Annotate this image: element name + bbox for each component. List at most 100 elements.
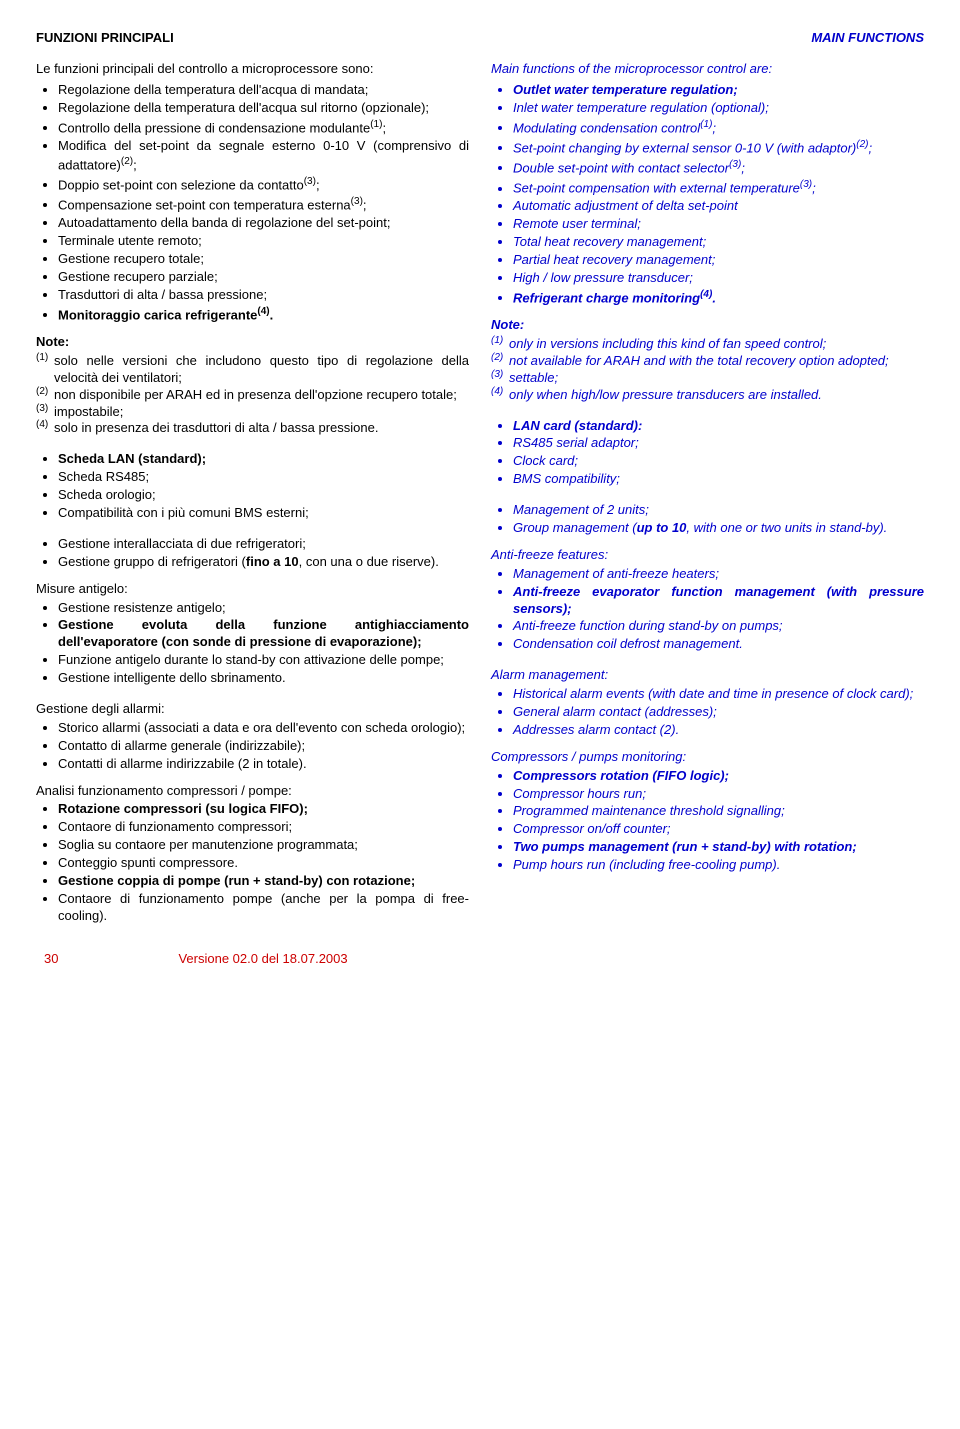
- list-item: Compressor on/off counter;: [513, 821, 924, 838]
- list-item: Outlet water temperature regulation;: [513, 82, 924, 99]
- list-item: Clock card;: [513, 453, 924, 470]
- list-item: Remote user terminal;: [513, 216, 924, 233]
- list-item: Gestione recupero totale;: [58, 251, 469, 268]
- intro-text: Main functions of the microprocessor con…: [491, 61, 924, 78]
- list-item: Addresses alarm contact (2).: [513, 722, 924, 739]
- list-item: Gestione interallacciata di due refriger…: [58, 536, 469, 553]
- list-item: Set-point compensation with external tem…: [513, 178, 924, 197]
- list-item: Contatto di allarme generale (indirizzab…: [58, 738, 469, 755]
- note-line: (3)settable;: [491, 370, 924, 387]
- list-item: Modulating condensation control(1);: [513, 118, 924, 137]
- section-title-left: FUNZIONI PRINCIPALI: [36, 30, 174, 47]
- list-item: Inlet water temperature regulation (opti…: [513, 100, 924, 117]
- list-item: Compatibilità con i più comuni BMS ester…: [58, 505, 469, 522]
- bullet-list-1: Outlet water temperature regulation;Inle…: [491, 82, 924, 307]
- notes-block: (1)only in versions including this kind …: [491, 336, 924, 404]
- list-item: Compensazione set-point con temperatura …: [58, 195, 469, 214]
- list-item: Autoadattamento della banda di regolazio…: [58, 215, 469, 232]
- compressor-heading: Analisi funzionamento compressori / pomp…: [36, 783, 469, 800]
- list-item: Partial heat recovery management;: [513, 252, 924, 269]
- list-item: Condensation coil defrost management.: [513, 636, 924, 653]
- antifreeze-heading: Anti-freeze features:: [491, 547, 924, 564]
- list-item: Gestione intelligente dello sbrinamento.: [58, 670, 469, 687]
- bullet-list-2: LAN card (standard):RS485 serial adaptor…: [491, 418, 924, 489]
- list-item: Management of 2 units;: [513, 502, 924, 519]
- bullet-list-3: Management of 2 units;Group management (…: [491, 502, 924, 537]
- list-item: Total heat recovery management;: [513, 234, 924, 251]
- bullet-list-4: Management of anti-freeze heaters;Anti-f…: [491, 566, 924, 653]
- list-item: Funzione antigelo durante lo stand-by co…: [58, 652, 469, 669]
- bullet-list-1: Regolazione della temperatura dell'acqua…: [36, 82, 469, 324]
- list-item: Gestione evoluta della funzione antighia…: [58, 617, 469, 651]
- list-item: Compressors rotation (FIFO logic);: [513, 768, 924, 785]
- list-item: Contatti di allarme indirizzabile (2 in …: [58, 756, 469, 773]
- list-item: LAN card (standard):: [513, 418, 924, 435]
- alarm-heading: Gestione degli allarmi:: [36, 701, 469, 718]
- bullet-list-6: Compressors rotation (FIFO logic);Compre…: [491, 768, 924, 874]
- notes-block: (1)solo nelle versioni che includono que…: [36, 353, 469, 437]
- list-item: Group management (up to 10, with one or …: [513, 520, 924, 537]
- list-item: Gestione gruppo di refrigeratori (fino a…: [58, 554, 469, 571]
- note-heading: Note:: [491, 317, 924, 334]
- note-line: (2)not available for ARAH and with the t…: [491, 353, 924, 370]
- list-item: Storico allarmi (associati a data e ora …: [58, 720, 469, 737]
- list-item: Anti-freeze function during stand-by on …: [513, 618, 924, 635]
- list-item: BMS compatibility;: [513, 471, 924, 488]
- note-line: (3)impostabile;: [36, 404, 469, 421]
- bullet-list-4: Gestione resistenze antigelo;Gestione ev…: [36, 600, 469, 687]
- list-item: Compressor hours run;: [513, 786, 924, 803]
- note-line: (4)solo in presenza dei trasduttori di a…: [36, 420, 469, 437]
- list-item: RS485 serial adaptor;: [513, 435, 924, 452]
- list-item: Rotazione compressori (su logica FIFO);: [58, 801, 469, 818]
- list-item: Scheda orologio;: [58, 487, 469, 504]
- list-item: Trasduttori di alta / bassa pressione;: [58, 287, 469, 304]
- bullet-list-6: Rotazione compressori (su logica FIFO);C…: [36, 801, 469, 924]
- note-line: (4)only when high/low pressure transduce…: [491, 387, 924, 404]
- version-text: Versione 02.0 del 18.07.2003: [178, 951, 347, 968]
- list-item: Controllo della pressione di condensazio…: [58, 118, 469, 137]
- list-item: Gestione coppia di pompe (run + stand-by…: [58, 873, 469, 890]
- alarm-heading: Alarm management:: [491, 667, 924, 684]
- list-item: Gestione resistenze antigelo;: [58, 600, 469, 617]
- list-item: Conteggio spunti compressore.: [58, 855, 469, 872]
- list-item: Two pumps management (run + stand-by) wi…: [513, 839, 924, 856]
- list-item: Refrigerant charge monitoring(4).: [513, 288, 924, 307]
- list-item: Pump hours run (including free-cooling p…: [513, 857, 924, 874]
- list-item: General alarm contact (addresses);: [513, 704, 924, 721]
- bullet-list-5: Storico allarmi (associati a data e ora …: [36, 720, 469, 773]
- list-item: Double set-point with contact selector(3…: [513, 158, 924, 177]
- bullet-list-2: Scheda LAN (standard);Scheda RS485;Sched…: [36, 451, 469, 522]
- list-item: Historical alarm events (with date and t…: [513, 686, 924, 703]
- list-item: Scheda LAN (standard);: [58, 451, 469, 468]
- list-item: Management of anti-freeze heaters;: [513, 566, 924, 583]
- note-heading: Note:: [36, 334, 469, 351]
- bullet-list-5: Historical alarm events (with date and t…: [491, 686, 924, 739]
- left-column: Le funzioni principali del controllo a m…: [36, 61, 469, 935]
- list-item: Soglia su contaore per manutenzione prog…: [58, 837, 469, 854]
- list-item: Regolazione della temperatura dell'acqua…: [58, 100, 469, 117]
- intro-text: Le funzioni principali del controllo a m…: [36, 61, 469, 78]
- list-item: Modifica del set-point da segnale estern…: [58, 138, 469, 174]
- list-item: Set-point changing by external sensor 0-…: [513, 138, 924, 157]
- list-item: Terminale utente remoto;: [58, 233, 469, 250]
- compressor-heading: Compressors / pumps monitoring:: [491, 749, 924, 766]
- antifreeze-heading: Misure antigelo:: [36, 581, 469, 598]
- list-item: High / low pressure transducer;: [513, 270, 924, 287]
- list-item: Programmed maintenance threshold signall…: [513, 803, 924, 820]
- list-item: Regolazione della temperatura dell'acqua…: [58, 82, 469, 99]
- list-item: Gestione recupero parziale;: [58, 269, 469, 286]
- list-item: Doppio set-point con selezione da contat…: [58, 175, 469, 194]
- page-number: 30: [44, 951, 58, 968]
- right-column: Main functions of the microprocessor con…: [491, 61, 924, 935]
- note-line: (1)only in versions including this kind …: [491, 336, 924, 353]
- bullet-list-3: Gestione interallacciata di due refriger…: [36, 536, 469, 571]
- note-line: (2)non disponibile per ARAH ed in presen…: [36, 387, 469, 404]
- list-item: Contaore di funzionamento pompe (anche p…: [58, 891, 469, 925]
- list-item: Scheda RS485;: [58, 469, 469, 486]
- section-title-right: MAIN FUNCTIONS: [811, 30, 924, 47]
- list-item: Contaore di funzionamento compressori;: [58, 819, 469, 836]
- list-item: Monitoraggio carica refrigerante(4).: [58, 305, 469, 324]
- list-item: Automatic adjustment of delta set-point: [513, 198, 924, 215]
- note-line: (1)solo nelle versioni che includono que…: [36, 353, 469, 387]
- list-item: Anti-freeze evaporator function manageme…: [513, 584, 924, 618]
